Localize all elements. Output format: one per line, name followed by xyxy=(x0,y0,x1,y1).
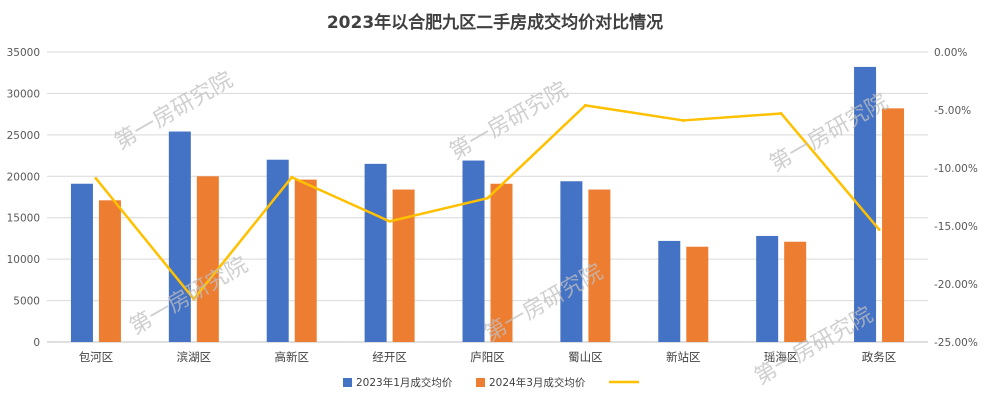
chart-title: 2023年以合肥九区二手房成交均价对比情况 xyxy=(327,12,663,33)
x-tick-label: 包河区 xyxy=(79,350,114,364)
bar xyxy=(364,163,387,342)
line-point xyxy=(94,176,98,180)
bar xyxy=(392,189,415,342)
x-tick-label: 庐阳区 xyxy=(470,350,505,364)
bar xyxy=(854,66,877,343)
y2-tick-label: -5.00% xyxy=(934,105,971,117)
y2-tick-label: -15.00% xyxy=(934,221,978,233)
bar xyxy=(686,246,709,342)
legend-swatch xyxy=(476,378,485,387)
y-tick-label: 5000 xyxy=(13,296,40,308)
bar xyxy=(560,181,583,342)
line-point xyxy=(486,196,489,200)
y-tick-label: 35000 xyxy=(7,47,40,59)
x-tick-label: 高新区 xyxy=(274,350,309,364)
line-point xyxy=(779,111,783,115)
bar xyxy=(658,240,681,342)
legend-label: 2023年1月成交均价 xyxy=(356,376,453,389)
y2-tick-label: -25.00% xyxy=(934,337,978,349)
y-axis-left: 0 5000 10000 15000 20000 25000 30000 35000 xyxy=(7,47,40,349)
line-point xyxy=(192,297,196,301)
y-tick-label: 10000 xyxy=(7,254,40,266)
bar xyxy=(70,183,93,342)
bar xyxy=(784,241,807,342)
bar xyxy=(756,235,779,342)
legend-label: 2024年3月成交均价 xyxy=(489,376,586,389)
line-point xyxy=(877,227,881,231)
y-tick-label: 20000 xyxy=(7,171,40,183)
line-series xyxy=(94,103,881,301)
bar xyxy=(98,200,121,342)
line-point xyxy=(388,219,392,223)
bar xyxy=(266,159,289,342)
legend-swatch xyxy=(343,378,352,387)
watermark-text: 第一房研究院 xyxy=(446,78,573,166)
x-tick-label: 瑶海区 xyxy=(764,350,799,364)
y2-tick-label: 0.00% xyxy=(934,47,967,59)
x-tick-label: 政务区 xyxy=(862,350,897,364)
bar xyxy=(462,160,485,342)
line-point xyxy=(583,103,587,107)
x-tick-label: 新站区 xyxy=(666,350,701,364)
bar xyxy=(882,108,905,342)
x-tick-label: 蜀山区 xyxy=(568,350,603,364)
bar xyxy=(294,179,317,342)
y-tick-label: 25000 xyxy=(7,130,40,142)
bar xyxy=(196,176,219,342)
x-axis: 包河区 滨湖区 高新区 经开区 庐阳区 蜀山区 新站区 瑶海区 政务区 xyxy=(79,350,897,364)
y-tick-label: 30000 xyxy=(7,88,40,100)
y2-tick-label: -20.00% xyxy=(934,279,978,291)
line-point xyxy=(681,118,685,122)
x-tick-label: 滨湖区 xyxy=(177,350,212,364)
y-tick-label: 15000 xyxy=(7,213,40,225)
legend: 2023年1月成交均价 2024年3月成交均价 xyxy=(343,376,639,389)
y2-tick-label: -10.00% xyxy=(934,163,978,175)
bar xyxy=(490,183,513,342)
bar xyxy=(588,189,611,342)
line-point xyxy=(290,175,294,179)
y-tick-label: 0 xyxy=(33,337,40,349)
y-axis-right: 0.00% -5.00% -10.00% -15.00% -20.00% -25.00% xyxy=(934,47,978,349)
x-tick-label: 经开区 xyxy=(372,350,407,364)
